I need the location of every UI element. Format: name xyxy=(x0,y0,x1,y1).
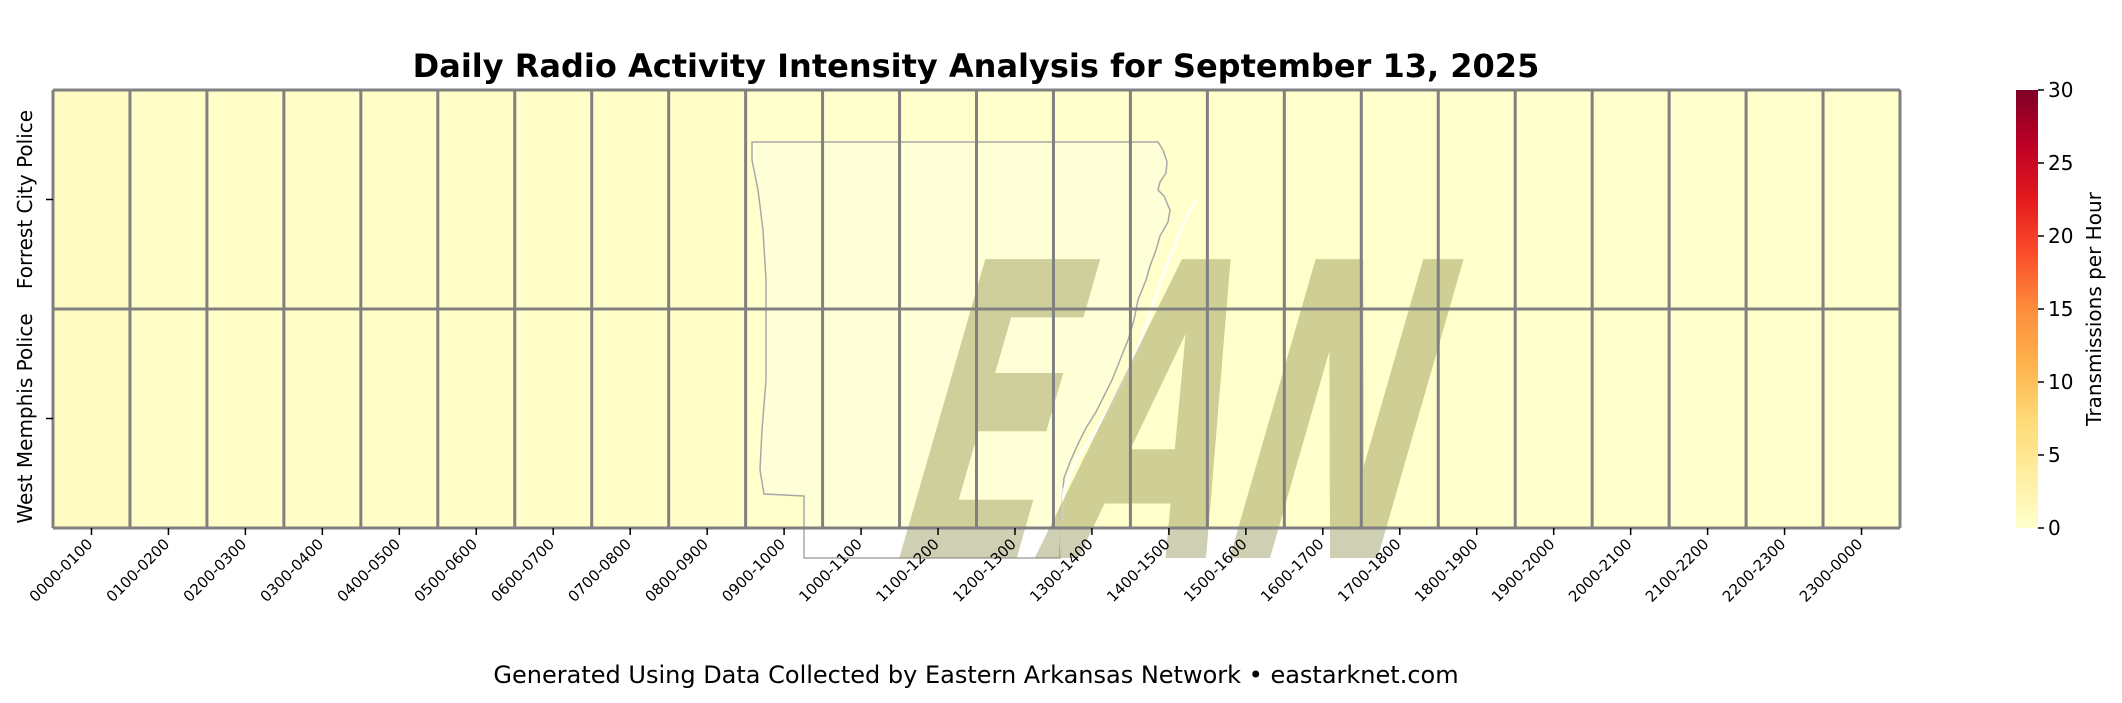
heatmap-cell xyxy=(1515,90,1593,309)
heatmap-cell xyxy=(1515,309,1593,528)
x-tick-label: 0900-1000 xyxy=(718,535,789,606)
x-tick-label: 0400-0500 xyxy=(334,535,405,606)
heatmap-cell xyxy=(822,309,900,528)
heatmap-cell xyxy=(1284,309,1362,528)
heatmap-cell xyxy=(437,90,515,309)
heatmap-cell xyxy=(1207,309,1285,528)
y-axis: Forrest City Police West Memphis Police xyxy=(13,110,53,524)
x-tick-label: 2100-2200 xyxy=(1642,535,1713,606)
heatmap-cells xyxy=(53,90,1900,528)
heatmap-cell xyxy=(1823,309,1900,528)
heatmap-cell xyxy=(53,309,130,528)
x-tick-label: 0300-0400 xyxy=(257,535,328,606)
heatmap-cell xyxy=(899,309,977,528)
x-tick-label: 0200-0300 xyxy=(180,535,251,606)
heatmap-cell xyxy=(437,309,515,528)
heatmap-cell xyxy=(283,309,361,528)
heatmap-cell xyxy=(591,309,669,528)
heatmap-cell xyxy=(1746,309,1824,528)
colorbar-label: Transmissions per Hour xyxy=(2082,191,2106,427)
heatmap-cell xyxy=(1130,309,1208,528)
heatmap-cell xyxy=(129,309,207,528)
colorbar-tick-label: 0 xyxy=(2048,516,2061,540)
x-tick-label: 0600-0700 xyxy=(488,535,559,606)
chart-title: Daily Radio Activity Intensity Analysis … xyxy=(413,47,1540,85)
colorbar: 0 5 10 15 20 25 30 Transmissions per Hour xyxy=(2016,78,2106,540)
heatmap-cell xyxy=(1823,90,1900,309)
y-tick-label: Forrest City Police xyxy=(13,110,37,289)
footer-credit: Generated Using Data Collected by Easter… xyxy=(493,661,1458,689)
x-tick-label: 2300-0000 xyxy=(1796,535,1867,606)
x-tick-label: 1800-1900 xyxy=(1411,535,1482,606)
heatmap-cell xyxy=(1438,90,1516,309)
x-tick-label: 2000-2100 xyxy=(1565,535,1636,606)
heatmap-cell xyxy=(668,90,746,309)
heatmap-cell xyxy=(1207,90,1285,309)
heatmap-cell xyxy=(1746,90,1824,309)
heatmap-cell xyxy=(283,90,361,309)
heatmap-cell xyxy=(976,90,1054,309)
heatmap-cell xyxy=(745,309,823,528)
colorbar-tick-label: 5 xyxy=(2048,443,2061,467)
colorbar-tick-label: 10 xyxy=(2048,370,2073,394)
watermark: EAN xyxy=(751,141,1483,655)
heatmap-cell xyxy=(129,90,207,309)
cell-grid xyxy=(51,88,1902,530)
x-tick-label: 0700-0800 xyxy=(564,535,635,606)
x-tick-label: 0500-0600 xyxy=(411,535,482,606)
heatmap-cell xyxy=(360,90,438,309)
heatmap-cell xyxy=(899,90,977,309)
heatmap-cell xyxy=(976,309,1054,528)
y-tick-label: West Memphis Police xyxy=(13,313,37,523)
heatmap-cell xyxy=(1592,90,1670,309)
heatmap-cell xyxy=(1284,90,1362,309)
colorbar-gradient xyxy=(2016,90,2038,528)
heatmap-cell xyxy=(1669,309,1747,528)
colorbar-tick-label: 20 xyxy=(2048,224,2073,248)
x-tick-label: 2200-2300 xyxy=(1719,535,1790,606)
heatmap-cell xyxy=(53,90,130,309)
colorbar-tick-label: 30 xyxy=(2048,78,2073,102)
colorbar-tick-label: 25 xyxy=(2048,151,2073,175)
heatmap-cell xyxy=(206,309,284,528)
watermark-state-outline xyxy=(751,141,1171,559)
heatmap-cell xyxy=(514,90,592,309)
x-tick-label: 0100-0200 xyxy=(103,535,174,606)
heatmap-cell xyxy=(1592,309,1670,528)
heatmap-cell xyxy=(668,309,746,528)
x-tick-label: 1900-2000 xyxy=(1488,535,1559,606)
heatmap-cell xyxy=(1361,309,1439,528)
watermark-text: EAN xyxy=(877,178,1483,655)
x-tick-label: 0000-0100 xyxy=(26,535,97,606)
x-tick-label: 0800-0900 xyxy=(641,535,712,606)
heatmap-cell xyxy=(206,90,284,309)
heatmap-cell xyxy=(591,90,669,309)
heatmap-cell xyxy=(1053,90,1131,309)
heatmap-cell xyxy=(1130,90,1208,309)
heatmap-cell xyxy=(360,309,438,528)
heatmap-cell xyxy=(1438,309,1516,528)
colorbar-tick-label: 15 xyxy=(2048,297,2073,321)
heatmap-cell xyxy=(822,90,900,309)
heatmap-cell xyxy=(514,309,592,528)
heatmap-cell xyxy=(1669,90,1747,309)
heatmap-cell xyxy=(1361,90,1439,309)
